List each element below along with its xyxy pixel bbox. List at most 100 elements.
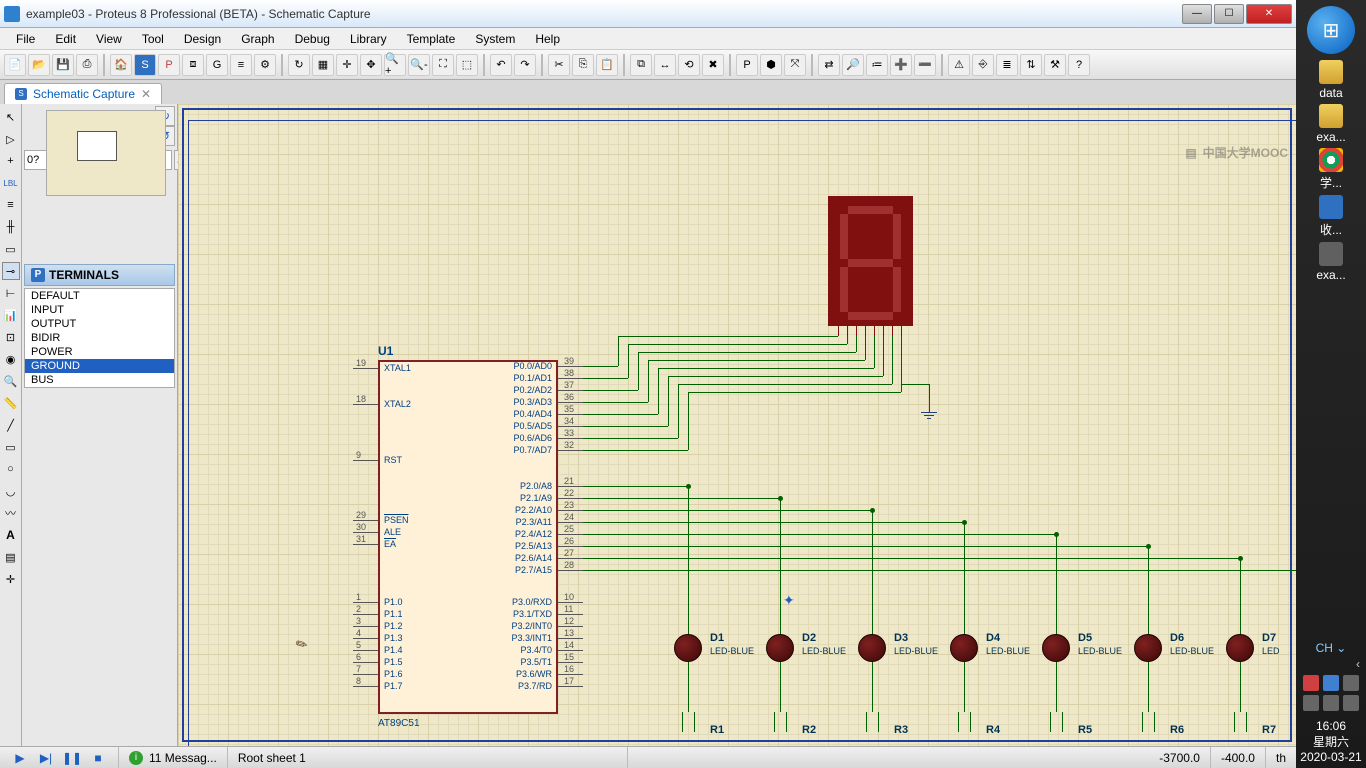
desktop-icon[interactable]: 收...: [1301, 195, 1361, 238]
titlebar[interactable]: example03 - Proteus 8 Professional (BETA…: [0, 0, 1296, 28]
led-component[interactable]: [1042, 634, 1070, 662]
arc-tool[interactable]: ◡: [2, 482, 20, 500]
minimize-button[interactable]: —: [1182, 4, 1212, 24]
paste-icon[interactable]: 📋: [596, 54, 618, 76]
save-icon[interactable]: 💾: [52, 54, 74, 76]
led-component[interactable]: [858, 634, 886, 662]
erc-icon[interactable]: ⚠: [948, 54, 970, 76]
compile-icon[interactable]: ⚒: [1044, 54, 1066, 76]
code-icon[interactable]: ⚙: [254, 54, 276, 76]
bom-export-icon[interactable]: ≣: [996, 54, 1018, 76]
tab-schematic[interactable]: S Schematic Capture ✕: [4, 83, 162, 104]
redraw-icon[interactable]: ↻: [288, 54, 310, 76]
step-button[interactable]: ▶|: [36, 750, 56, 766]
desktop-icon[interactable]: exa...: [1301, 242, 1361, 282]
label-tool[interactable]: LBL: [2, 174, 20, 192]
3d-icon[interactable]: ⧈: [182, 54, 204, 76]
decompose-icon[interactable]: ⤧: [784, 54, 806, 76]
pick-device-icon[interactable]: P: [31, 268, 45, 282]
search-icon[interactable]: 🔎: [842, 54, 864, 76]
tray-icon[interactable]: [1303, 675, 1319, 691]
tray-icon[interactable]: [1303, 695, 1319, 711]
box-tool[interactable]: ▭: [2, 438, 20, 456]
redo-icon[interactable]: ↷: [514, 54, 536, 76]
block-move-icon[interactable]: ↔: [654, 54, 676, 76]
terminal-ground[interactable]: GROUND: [25, 359, 174, 373]
gerber-icon[interactable]: G: [206, 54, 228, 76]
led-component[interactable]: [1134, 634, 1162, 662]
zoom-in-icon[interactable]: 🔍+: [384, 54, 406, 76]
seven-segment-display[interactable]: [828, 196, 913, 326]
help-icon[interactable]: ?: [1068, 54, 1090, 76]
instrument-tool[interactable]: 📏: [2, 394, 20, 412]
schematic-icon[interactable]: S: [134, 54, 156, 76]
block-rotate-icon[interactable]: ⟲: [678, 54, 700, 76]
desktop-icon[interactable]: 学...: [1301, 148, 1361, 191]
menu-design[interactable]: Design: [174, 30, 231, 48]
pan-icon[interactable]: ✥: [360, 54, 382, 76]
terminal-default[interactable]: DEFAULT: [25, 289, 174, 303]
ime-indicator[interactable]: CH ⌄: [1296, 639, 1366, 657]
led-component[interactable]: [1226, 634, 1254, 662]
undo-icon[interactable]: ↶: [490, 54, 512, 76]
windows-orb[interactable]: ⊞: [1307, 6, 1355, 54]
menu-help[interactable]: Help: [525, 30, 570, 48]
probe-tool[interactable]: 🔍: [2, 372, 20, 390]
terminal-power[interactable]: POWER: [25, 345, 174, 359]
generator-tool[interactable]: ◉: [2, 350, 20, 368]
terminal-bidir[interactable]: BIDIR: [25, 331, 174, 345]
component-tool[interactable]: ▷: [2, 130, 20, 148]
overview-map[interactable]: [46, 110, 166, 196]
pick-icon[interactable]: P: [736, 54, 758, 76]
transfer-icon[interactable]: ⇅: [1020, 54, 1042, 76]
terminal-bus[interactable]: BUS: [25, 373, 174, 387]
subcircuit-tool[interactable]: ▭: [2, 240, 20, 258]
grid-icon[interactable]: ▦: [312, 54, 334, 76]
new-sheet-icon[interactable]: ➕: [890, 54, 912, 76]
junction-tool[interactable]: +: [2, 152, 20, 170]
tray-icon[interactable]: [1323, 695, 1339, 711]
menu-library[interactable]: Library: [340, 30, 397, 48]
terminal-tool[interactable]: ⊸: [2, 262, 20, 280]
zoom-all-icon[interactable]: ⛶: [432, 54, 454, 76]
text-2d-tool[interactable]: A: [2, 526, 20, 544]
graph-tool[interactable]: 📊: [2, 306, 20, 324]
tray-chevron[interactable]: ‹: [1296, 657, 1366, 671]
close-button[interactable]: ✕: [1246, 4, 1292, 24]
menu-tool[interactable]: Tool: [132, 30, 174, 48]
terminal-output[interactable]: OUTPUT: [25, 317, 174, 331]
home-icon[interactable]: 🏠: [110, 54, 132, 76]
led-component[interactable]: [766, 634, 794, 662]
tray-icon[interactable]: [1343, 695, 1359, 711]
play-button[interactable]: ▶: [10, 750, 30, 766]
property-icon[interactable]: ≔: [866, 54, 888, 76]
clock[interactable]: 16:06 星期六 2020-03-21: [1296, 715, 1366, 768]
tape-tool[interactable]: ⊡: [2, 328, 20, 346]
selection-tool[interactable]: ↖: [2, 108, 20, 126]
terminal-input[interactable]: INPUT: [25, 303, 174, 317]
menu-template[interactable]: Template: [397, 30, 466, 48]
tray-icon[interactable]: [1343, 675, 1359, 691]
menu-file[interactable]: File: [6, 30, 45, 48]
pcb-icon[interactable]: P: [158, 54, 180, 76]
pause-button[interactable]: ❚❚: [62, 750, 82, 766]
tray-icon[interactable]: [1323, 675, 1339, 691]
del-sheet-icon[interactable]: ➖: [914, 54, 936, 76]
stop-button[interactable]: ■: [88, 750, 108, 766]
menu-graph[interactable]: Graph: [231, 30, 284, 48]
device-pin-tool[interactable]: ⊢: [2, 284, 20, 302]
text-tool[interactable]: ≡: [2, 196, 20, 214]
bus-tool[interactable]: ╫: [2, 218, 20, 236]
wire-autorouter-icon[interactable]: ⇄: [818, 54, 840, 76]
terminals-list[interactable]: DEFAULTINPUTOUTPUTBIDIRPOWERGROUNDBUS: [24, 288, 175, 388]
led-component[interactable]: [674, 634, 702, 662]
led-component[interactable]: [950, 634, 978, 662]
messages-status[interactable]: i 11 Messag...: [119, 747, 228, 768]
menu-system[interactable]: System: [465, 30, 525, 48]
close-proj-icon[interactable]: ⎙: [76, 54, 98, 76]
menu-edit[interactable]: Edit: [45, 30, 86, 48]
schematic-canvas[interactable]: ▤ 中国大学MOOC U1 AT89C51 19 XTAL1 18 XTAL2 …: [178, 104, 1296, 746]
zoom-area-icon[interactable]: ⬚: [456, 54, 478, 76]
ground-symbol[interactable]: [921, 400, 937, 419]
maximize-button[interactable]: ☐: [1214, 4, 1244, 24]
